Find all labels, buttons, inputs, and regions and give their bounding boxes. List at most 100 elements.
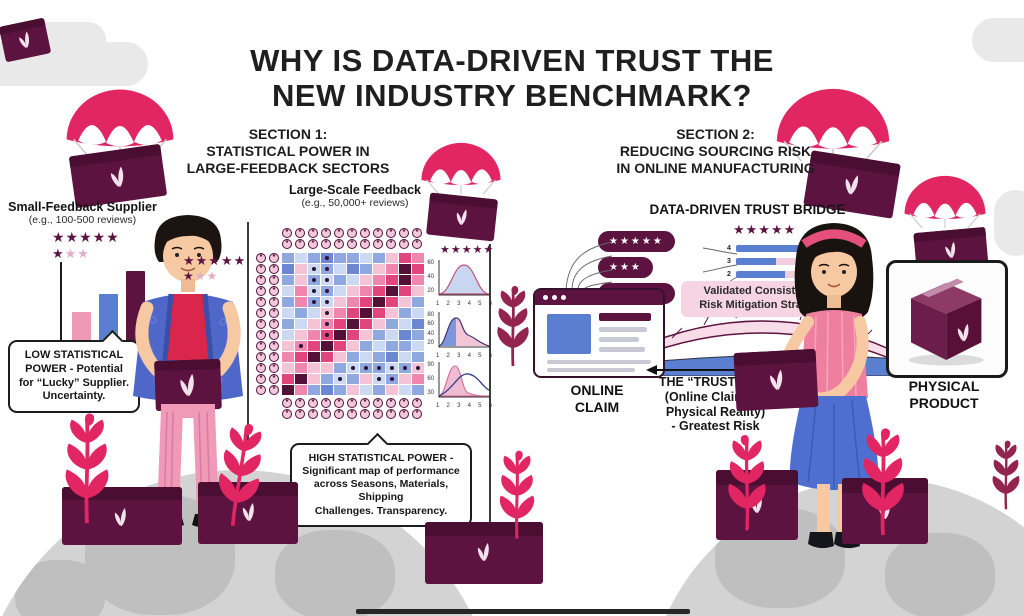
heatmap-cell (360, 363, 372, 373)
heatmap-cell (386, 308, 398, 318)
category-icon (412, 398, 422, 408)
divider-line (489, 244, 491, 584)
review-pill: ★★★ (598, 257, 653, 278)
category-icon (308, 228, 318, 238)
heatmap-cell (295, 319, 307, 329)
category-icon (256, 385, 266, 395)
category-icon (347, 409, 357, 419)
heatmap-cell (386, 352, 398, 362)
heatmap-cell (386, 297, 398, 307)
heatmap-cell (399, 374, 411, 384)
heatmap-cell (334, 319, 346, 329)
heatmap-cell (295, 363, 307, 373)
category-icon (412, 409, 422, 419)
heatmap-cell (282, 275, 294, 285)
heatmap-cell (308, 253, 320, 263)
heatmap-cell (347, 319, 359, 329)
heatmap-cell (334, 341, 346, 351)
heatmap-cell (321, 374, 333, 384)
category-icon (269, 253, 279, 263)
category-icon (373, 239, 383, 249)
heatmap-cell (295, 286, 307, 296)
heatmap-cell (295, 253, 307, 263)
category-icon (334, 398, 344, 408)
heatmap-cell (360, 319, 372, 329)
category-icon (334, 228, 344, 238)
heatmap-axis-icons-left (256, 253, 281, 395)
heatmap-cell (373, 352, 385, 362)
heatmap-cell (386, 264, 398, 274)
review-pill: ★★★★★ (598, 231, 675, 252)
heatmap-cell (295, 275, 307, 285)
heatmap-cell (334, 286, 346, 296)
heatmap-cell (334, 275, 346, 285)
small-supplier-title: Small-Feedback Supplier (8, 200, 157, 214)
category-icon (269, 264, 279, 274)
heatmap-cell (321, 330, 333, 340)
heatmap-cell (334, 297, 346, 307)
heatmap-cell (373, 341, 385, 351)
heatmap-cell (282, 352, 294, 362)
category-icon (256, 363, 266, 373)
heatmap-cell (412, 374, 424, 384)
category-icon (269, 374, 279, 384)
heatmap-cell (399, 352, 411, 362)
heatmap-cell (412, 308, 424, 318)
section1-heading: SECTION 1: STATISTICAL POWER IN LARGE-FE… (186, 126, 390, 177)
heatmap-cell (295, 330, 307, 340)
large-feedback-label: Large-Scale Feedback (e.g., 50,000+ revi… (280, 183, 430, 209)
heatmap-cell (282, 253, 294, 263)
heatmap-cell (334, 330, 346, 340)
category-icon (282, 398, 292, 408)
heatmap-cell (334, 363, 346, 373)
category-icon (269, 341, 279, 351)
heatmap-cell (321, 352, 333, 362)
heatmap-cell (347, 275, 359, 285)
heatmap-cell (386, 341, 398, 351)
heatmap-cell (321, 297, 333, 307)
category-icon (269, 330, 279, 340)
heatmap-cell (412, 330, 424, 340)
category-icon (295, 239, 305, 249)
cloud (972, 18, 1024, 62)
category-icon (269, 319, 279, 329)
category-icon (347, 228, 357, 238)
heatmap-cell (399, 297, 411, 307)
category-icon (334, 239, 344, 249)
category-icon (269, 275, 279, 285)
star-rating: ★★★★★ (440, 244, 495, 256)
heatmap-cell (321, 286, 333, 296)
heatmap-cell (295, 374, 307, 384)
heatmap-cell (347, 297, 359, 307)
rating-bar-row: 3 (727, 255, 820, 268)
star-rating: ★★★ (52, 246, 90, 261)
heatmap-cell (295, 308, 307, 318)
section2-heading: SECTION 2: REDUCING SOURCING RISK IN ONL… (616, 126, 815, 177)
category-icon (360, 398, 370, 408)
heatmap-cell (308, 297, 320, 307)
heatmap-cell (334, 264, 346, 274)
category-icon (269, 286, 279, 296)
category-icon (399, 409, 409, 419)
heatmap-cell (334, 308, 346, 318)
rating-bar-row: 2 (727, 268, 820, 281)
heatmap-cell (360, 264, 372, 274)
bridge-title: DATA-DRIVEN TRUST BRIDGE (649, 202, 846, 217)
heatmap-cell (347, 330, 359, 340)
category-icon (256, 297, 266, 307)
heatmap (282, 253, 424, 395)
heatmap-cell (334, 385, 346, 395)
category-icon (256, 341, 266, 351)
heatmap-cell (308, 352, 320, 362)
heatmap-cell (295, 341, 307, 351)
heatmap-cell (308, 363, 320, 373)
category-icon (321, 228, 331, 238)
heatmap-cell (308, 341, 320, 351)
heatmap-cell (347, 352, 359, 362)
category-icon (321, 398, 331, 408)
heatmap-cell (373, 275, 385, 285)
category-icon (295, 228, 305, 238)
heatmap-cell (282, 374, 294, 384)
heatmap-cell (399, 319, 411, 329)
